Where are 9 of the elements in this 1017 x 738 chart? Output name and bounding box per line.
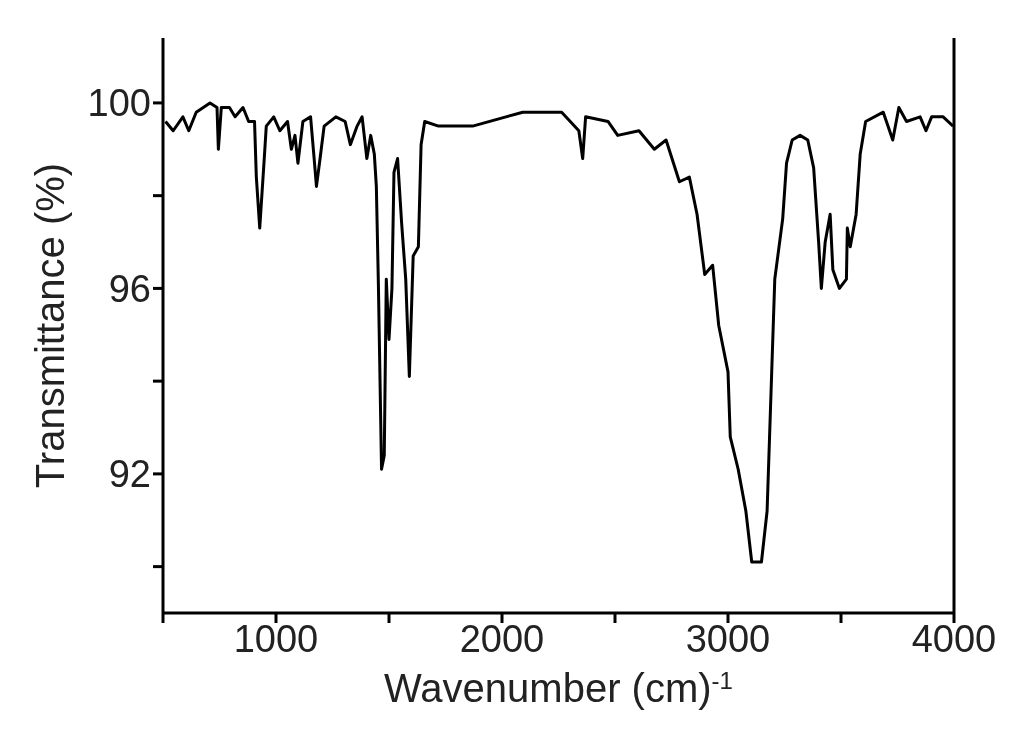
y-tick-label: 96 [108, 267, 151, 310]
y-tick-label: 92 [108, 453, 151, 496]
x-tick-label: 2000 [459, 617, 545, 660]
x-tick-label: 1000 [233, 617, 319, 660]
y-tick-label: 100 [87, 82, 151, 125]
x-axis-title: Wavenumber (cm)$^{-1}$ [384, 666, 733, 710]
y-axis-title: Transmittance (%) [28, 162, 72, 489]
x-tick-label: 3000 [685, 617, 771, 660]
x-tick-label: 4000 [911, 617, 997, 660]
